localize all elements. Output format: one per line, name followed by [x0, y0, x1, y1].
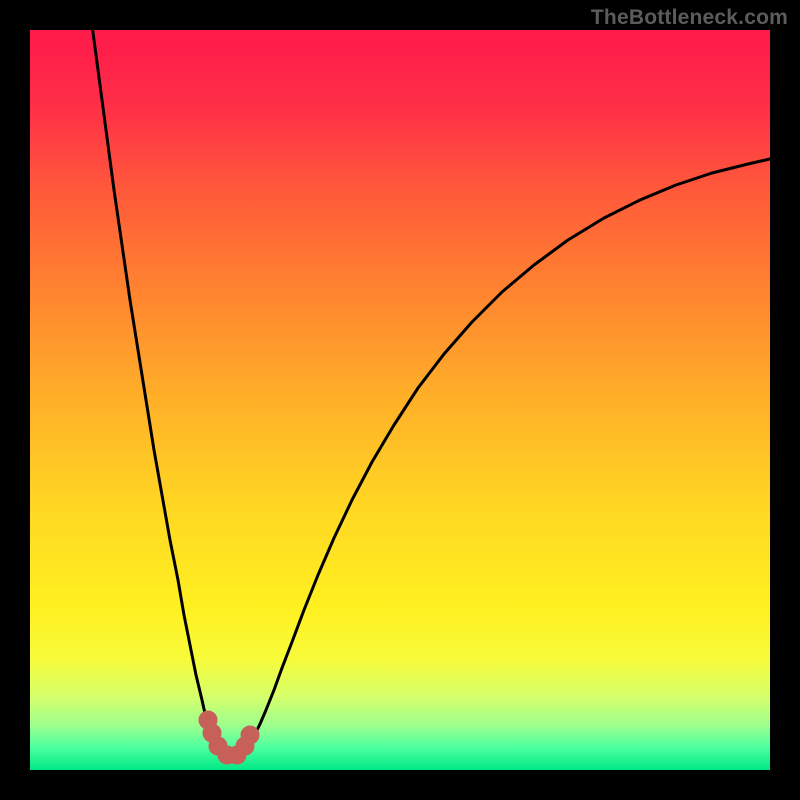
plot-area: [30, 30, 770, 770]
bottom-marker-group: [199, 711, 259, 764]
marker-dot: [241, 726, 259, 744]
bottleneck-curve: [90, 30, 770, 757]
outer-frame: TheBottleneck.com: [0, 0, 800, 800]
curve-layer: [30, 30, 770, 770]
watermark-text: TheBottleneck.com: [591, 6, 788, 30]
